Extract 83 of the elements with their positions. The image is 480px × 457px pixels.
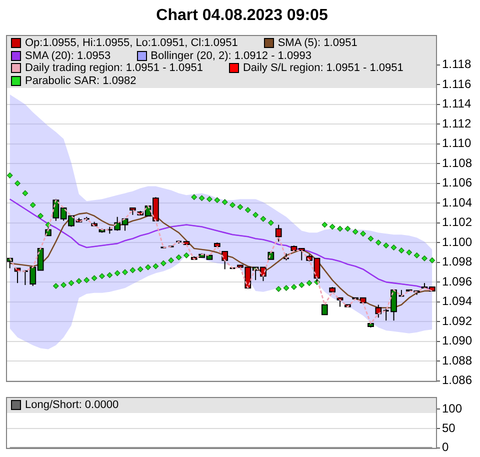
y-tick-label: 1.116 [442, 76, 472, 91]
point [306, 280, 312, 286]
point [84, 277, 90, 283]
point [329, 224, 336, 230]
point [237, 204, 244, 210]
point [176, 254, 182, 260]
y-tick-label: 50 [442, 420, 456, 435]
point [68, 280, 74, 286]
point [368, 236, 374, 242]
point [184, 252, 190, 258]
point [99, 273, 105, 280]
point [283, 285, 290, 291]
point [360, 230, 366, 237]
point [298, 282, 305, 288]
y-tick-label: 1.100 [442, 234, 472, 249]
y-tick-label: 1.092 [442, 314, 472, 328]
point [160, 260, 166, 266]
point [191, 194, 198, 200]
point [429, 257, 436, 264]
point [406, 250, 412, 256]
point [222, 199, 228, 205]
y-tick-label: 1.086 [442, 373, 472, 388]
point [53, 283, 59, 289]
y-tick-label: 1.088 [442, 353, 472, 368]
point [114, 270, 120, 276]
point [390, 244, 397, 250]
y-tick-label: 100 [442, 401, 462, 416]
y-tick-label: 1.106 [442, 176, 472, 190]
point [106, 272, 113, 278]
legend-label: Parabolic SAR: 1.0982 [25, 74, 136, 88]
y-tick-label: 1.098 [442, 254, 472, 269]
legend-label: Bollinger (20, 2): 1.0912 - 1.0993 [150, 50, 312, 62]
y-tick-label: 1.090 [442, 334, 472, 348]
y-tick-label: 1.114 [442, 96, 472, 111]
y-tick-label: 1.118 [442, 57, 472, 72]
point [398, 248, 404, 254]
point [376, 240, 382, 246]
point [322, 222, 328, 228]
point [383, 242, 389, 248]
point [152, 263, 159, 270]
y-tick-label: 1.104 [442, 195, 472, 210]
point [206, 196, 212, 202]
point [6, 172, 13, 178]
point [30, 202, 36, 208]
point [168, 257, 174, 264]
point [337, 226, 343, 232]
point [244, 207, 251, 213]
point [91, 275, 98, 282]
legend-label: SMA (20): 1.0953 [25, 50, 111, 62]
y-tick-label: 1.102 [442, 215, 472, 230]
point [268, 220, 274, 226]
point [145, 264, 151, 270]
point [352, 228, 358, 235]
point [137, 266, 144, 272]
y-tick-label: 0 [442, 440, 449, 454]
point [38, 213, 44, 219]
chart-title: Chart 04.08.2023 09:05 [156, 7, 328, 24]
y-tick-label: 1.112 [442, 116, 472, 130]
point [76, 278, 82, 284]
y-tick-label: 1.108 [442, 156, 472, 170]
legend-label: Daily S/L region: 1.0951 - 1.0951 [242, 62, 404, 75]
point [344, 226, 351, 232]
y-tick-label: 1.094 [442, 294, 472, 308]
legend-label: SMA (5): 1.0951 [278, 37, 358, 50]
point [414, 252, 420, 258]
point [22, 190, 28, 196]
point [260, 216, 266, 222]
point [422, 255, 428, 262]
y-tick-label: 1.096 [442, 274, 472, 288]
point [252, 212, 258, 218]
point [130, 267, 136, 274]
point [60, 282, 66, 288]
point [122, 269, 128, 276]
y-tick-label: 1.110 [442, 136, 472, 150]
point [291, 284, 297, 290]
legend-label: Long/Short: 0.0000 [25, 399, 119, 412]
legend-label: Daily trading region: 1.0951 - 1.0951 [25, 62, 203, 75]
legend-label: Op:1.0955, Hi:1.0955, Lo:1.0951, Cl:1.0951 [25, 37, 238, 50]
point [214, 197, 220, 203]
point [14, 180, 20, 186]
point [230, 202, 236, 208]
point [276, 286, 282, 292]
point [198, 195, 205, 202]
